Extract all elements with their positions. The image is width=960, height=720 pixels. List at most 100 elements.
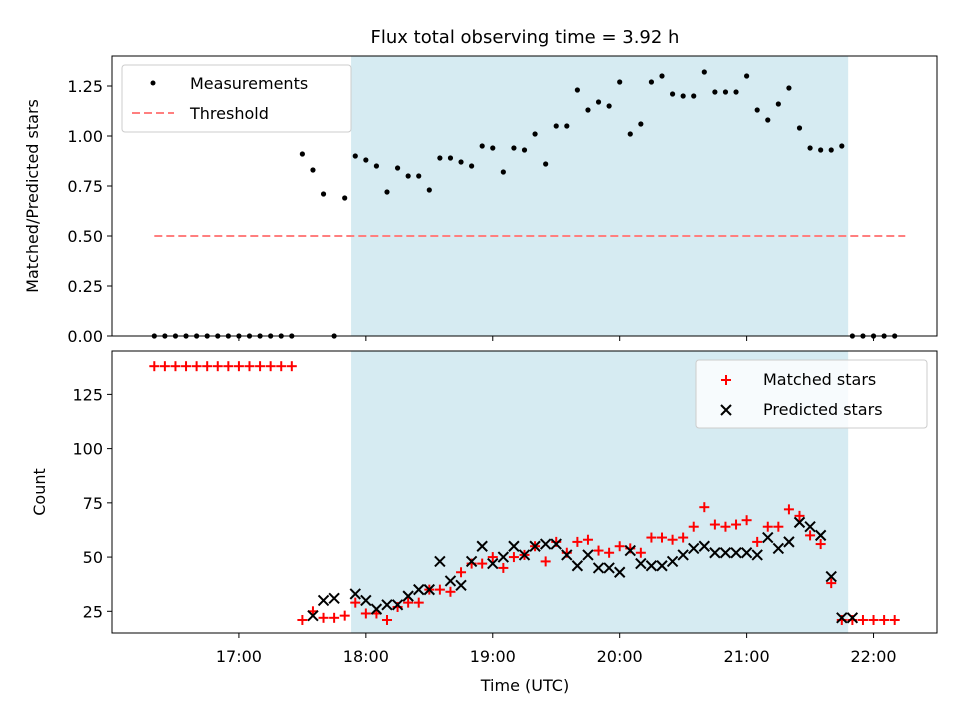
cross-stroke-b (762, 531, 774, 544)
matched-star-marker (413, 597, 424, 608)
predicted-star-marker (836, 612, 848, 624)
matched-star-marker (181, 361, 192, 372)
measurement-point (796, 125, 803, 131)
predicted-star-marker (307, 609, 319, 622)
predicted-star-marker (413, 583, 425, 596)
matched-star-marker (276, 361, 287, 372)
cross-stroke-b (698, 540, 711, 552)
measurement-point (500, 169, 506, 175)
bottom-y-axis-ticks: 25 50 75 100 125 (72, 385, 112, 621)
legend-measurements-label: Measurements (190, 74, 308, 93)
matched-star-marker (646, 532, 657, 543)
matched-star-marker (805, 530, 816, 541)
predicted-star-marker (349, 588, 361, 600)
cross-stroke-b (730, 547, 742, 559)
predicted-star-marker (613, 566, 626, 578)
top-x-axis-ticks (238, 336, 875, 341)
cross-stroke-b (688, 542, 700, 555)
cross-stroke-b (719, 547, 732, 559)
matched-star-marker (223, 361, 234, 372)
predicted-star-marker (645, 560, 658, 572)
measurement-point (648, 79, 655, 85)
predicted-star-marker (434, 555, 446, 568)
predicted-star-marker (688, 542, 700, 555)
cross-stroke-b (783, 536, 795, 548)
cross-stroke-b (307, 609, 319, 622)
cross-stroke-b (328, 592, 340, 604)
predicted-star-marker (793, 516, 806, 529)
measurement-point (553, 123, 559, 129)
cross-stroke-b (317, 594, 330, 607)
legend-matched-label: Matched stars (763, 370, 876, 389)
measurement-point (447, 155, 454, 161)
predicted-star-marker (423, 583, 436, 596)
matched-star-marker (699, 502, 710, 513)
measurement-point (394, 165, 401, 171)
legend-predicted-marker (720, 404, 732, 416)
matched-star-marker (498, 562, 509, 573)
matched-star-marker (255, 361, 266, 372)
cross-stroke-b (370, 603, 383, 615)
matched-star-marker (794, 510, 805, 521)
predicted-star-marker (635, 557, 647, 570)
measurement-point (786, 85, 792, 91)
measurement-point (320, 191, 327, 197)
matched-star-marker (477, 558, 488, 569)
top-y-axis-label: Matched/Predicted stars (23, 99, 42, 293)
cross-stroke-b (518, 549, 531, 561)
cross-stroke-b (656, 560, 668, 572)
matched-star-marker (635, 547, 646, 558)
matched-star-marker (741, 515, 752, 526)
matched-star-marker (434, 584, 445, 595)
predicted-star-marker (539, 538, 552, 550)
measurement-point (299, 151, 305, 157)
cross-stroke-b (539, 538, 552, 550)
predicted-star-marker (465, 555, 478, 568)
matched-star-marker (233, 361, 244, 372)
matched-star-marker (667, 534, 678, 545)
predicted-star-marker (698, 540, 711, 552)
legend-cross (720, 404, 732, 416)
measurement-point (691, 93, 697, 99)
cross-stroke-b (508, 540, 520, 552)
measurement-point (818, 147, 824, 153)
predicted-star-marker (455, 579, 467, 591)
bottom-x-tick-label: 22:00 (850, 647, 896, 666)
predicted-star-marker (730, 547, 742, 559)
matched-star-marker (879, 614, 890, 625)
bottom-legend: Matched stars Predicted stars (695, 359, 928, 429)
predicted-star-marker (487, 557, 499, 570)
top-y-tick-label: 1.00 (67, 127, 103, 146)
cross-stroke-b (603, 562, 615, 574)
top-legend-box (121, 64, 352, 133)
predicted-star-marker (444, 575, 457, 587)
matched-star-marker (487, 552, 498, 563)
measurement-point (585, 107, 591, 113)
top-plot-frame (111, 55, 938, 337)
matched-star-marker (572, 536, 583, 547)
predicted-star-marker (624, 544, 636, 557)
matched-star-marker (614, 541, 625, 552)
cross-stroke-b (814, 529, 827, 542)
measurement-point (595, 99, 602, 105)
predicted-star-marker (592, 562, 605, 574)
predicted-star-marker (846, 612, 859, 624)
predicted-star-marker (740, 547, 753, 559)
bottom-x-tick-label: 18:00 (343, 647, 389, 666)
predicted-star-marker (370, 603, 383, 615)
predicted-star-marker (719, 547, 732, 559)
predicted-star-marker (751, 549, 763, 561)
cross-stroke-b (709, 547, 721, 559)
matched-star-marker (657, 532, 667, 543)
legend-plus (721, 375, 731, 385)
predicted-star-marker (762, 531, 774, 544)
bottom-y-tick-label: 50 (83, 548, 103, 567)
measurement-point (310, 167, 316, 173)
cross-stroke-b (561, 549, 573, 561)
bottom-legend-box (695, 359, 928, 429)
predicted-star-marker (360, 594, 372, 607)
matched-star-marker (329, 612, 340, 623)
measurement-point (352, 153, 358, 159)
matched-star-marker (678, 532, 689, 543)
